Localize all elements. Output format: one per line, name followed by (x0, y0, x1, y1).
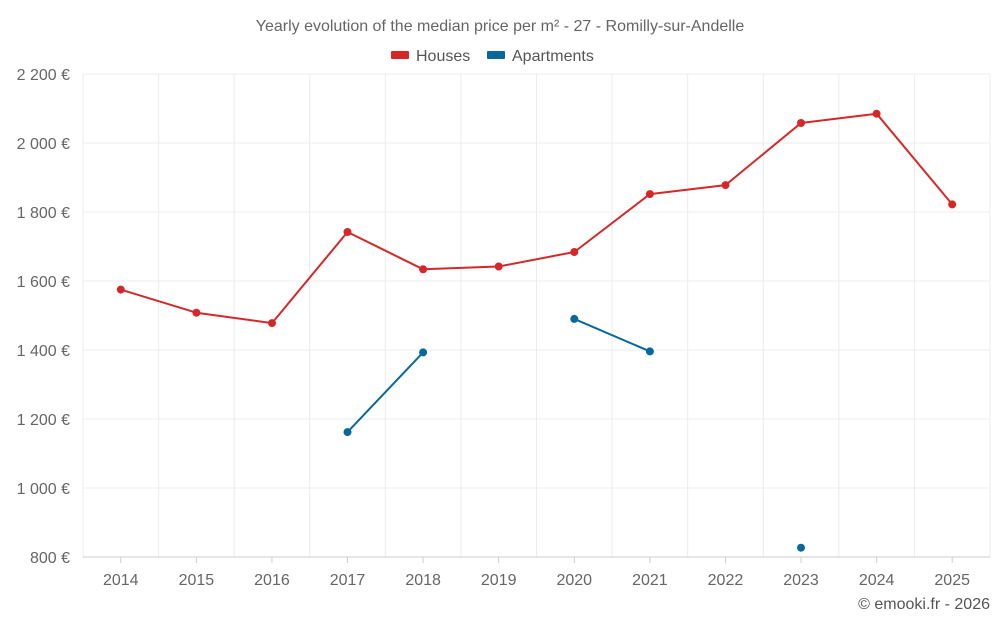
data-point-houses-2025[interactable] (948, 200, 957, 209)
y-tick-label: 1 200 € (17, 412, 70, 429)
data-point-apartments-2018[interactable] (419, 348, 428, 357)
copyright-text: © emooki.fr - 2026 (858, 596, 990, 613)
series-line-houses (120, 112, 953, 325)
legend-item-apartments[interactable]: Apartments (487, 48, 594, 65)
x-tick-label: 2025 (934, 572, 970, 589)
data-point-apartments-2017[interactable] (343, 428, 352, 437)
series-line-apartments (573, 317, 651, 353)
axes: 800 € 1 000 € 1 200 € 1 400 € 1 600 € 1 800 €… (17, 67, 990, 589)
series-line-apartments (346, 351, 424, 433)
x-tick-label: 2019 (481, 572, 517, 589)
series (116, 109, 957, 552)
legend: Houses Apartments (391, 48, 594, 65)
y-tick-label: 800 € (30, 550, 70, 567)
chart-title: Yearly evolution of the median price per… (256, 18, 745, 35)
y-tick-label: 2 200 € (17, 67, 70, 84)
data-point-houses-2022[interactable] (721, 181, 730, 190)
x-tick-label: 2021 (632, 572, 668, 589)
x-tick-label: 2014 (103, 572, 139, 589)
data-point-houses-2023[interactable] (797, 119, 805, 127)
legend-swatch-houses (391, 51, 409, 59)
data-point-houses-2024[interactable] (872, 109, 881, 118)
data-point-houses-2016[interactable] (268, 319, 276, 328)
data-point-apartments-2023[interactable] (797, 543, 805, 552)
grid (82, 73, 991, 557)
data-point-houses-2019[interactable] (494, 262, 503, 271)
series-houses (116, 109, 957, 328)
data-point-houses-2015[interactable] (192, 308, 201, 317)
data-point-houses-2017[interactable] (343, 228, 352, 236)
y-tick-label: 1 600 € (17, 274, 70, 291)
data-point-houses-2018[interactable] (419, 265, 428, 274)
legend-label-apartments: Apartments (512, 48, 594, 65)
data-point-houses-2014[interactable] (116, 285, 125, 294)
y-tick-label: 1 000 € (17, 481, 70, 498)
x-tick-label: 2020 (556, 572, 592, 589)
data-point-apartments-2021[interactable] (645, 347, 654, 356)
x-tick-label: 2023 (783, 572, 819, 589)
y-tick-label: 2 000 € (17, 136, 70, 153)
series-apartments (343, 314, 805, 552)
x-tick-label: 2017 (330, 572, 366, 589)
x-tick-label: 2022 (708, 572, 744, 589)
data-point-houses-2021[interactable] (645, 190, 654, 199)
x-tick-label: 2015 (179, 572, 215, 589)
x-tick-label: 2018 (405, 572, 441, 589)
legend-label-houses: Houses (416, 48, 470, 65)
data-point-apartments-2020[interactable] (570, 314, 579, 323)
data-point-houses-2020[interactable] (570, 248, 579, 256)
x-tick-label: 2024 (859, 572, 895, 589)
legend-swatch-apartments (487, 51, 505, 59)
x-tick-label: 2016 (254, 572, 290, 589)
y-tick-label: 1 800 € (17, 205, 70, 222)
y-tick-label: 1 400 € (17, 343, 70, 360)
legend-item-houses[interactable]: Houses (391, 48, 470, 65)
